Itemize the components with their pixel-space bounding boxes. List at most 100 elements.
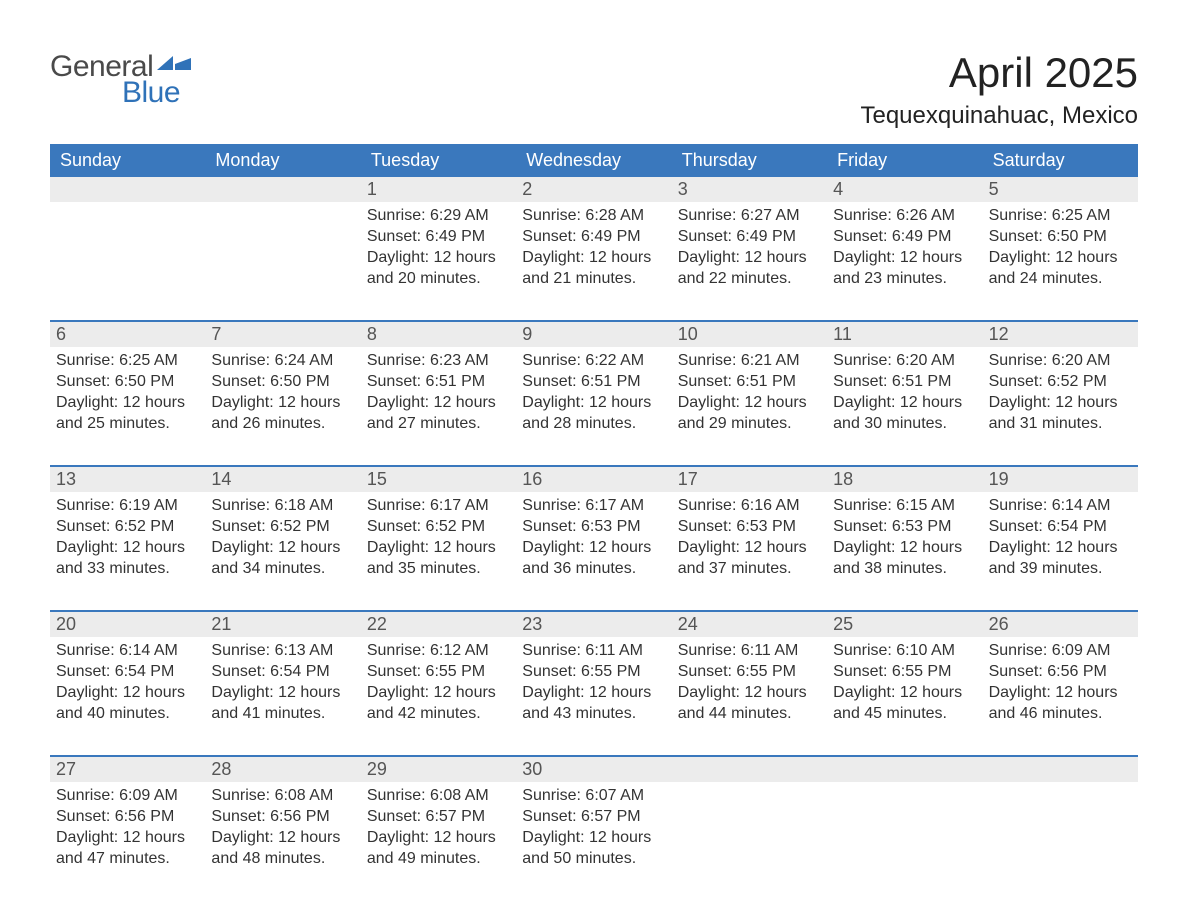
day-cell: Sunrise: 6:20 AMSunset: 6:51 PMDaylight:… (827, 347, 982, 447)
sunrise-line: Sunrise: 6:25 AM (989, 206, 1132, 227)
week-separator (50, 302, 1138, 320)
sunset-line: Sunset: 6:53 PM (522, 517, 665, 538)
title-block: April 2025 Tequexquinahuac, Mexico (860, 50, 1138, 130)
sunrise-line: Sunrise: 6:12 AM (367, 641, 510, 662)
day-number: 17 (672, 467, 827, 492)
location-label: Tequexquinahuac, Mexico (860, 102, 1138, 130)
week-separator (50, 447, 1138, 465)
day-cell: Sunrise: 6:13 AMSunset: 6:54 PMDaylight:… (205, 637, 360, 737)
day-number: 30 (516, 757, 671, 782)
daylight-line: Daylight: 12 hours and 21 minutes. (522, 248, 665, 290)
day-number-row: 20212223242526 (50, 612, 1138, 637)
day-number: 3 (672, 177, 827, 202)
daylight-line: Daylight: 12 hours and 42 minutes. (367, 683, 510, 725)
day-number: 21 (205, 612, 360, 637)
sunset-line: Sunset: 6:49 PM (367, 227, 510, 248)
sunset-line: Sunset: 6:49 PM (678, 227, 821, 248)
weekday-label: Saturday (983, 144, 1138, 177)
sunrise-line: Sunrise: 6:20 AM (833, 351, 976, 372)
sunrise-line: Sunrise: 6:27 AM (678, 206, 821, 227)
day-number: 1 (361, 177, 516, 202)
daylight-line: Daylight: 12 hours and 26 minutes. (211, 393, 354, 435)
day-cell: Sunrise: 6:08 AMSunset: 6:56 PMDaylight:… (205, 782, 360, 882)
day-cell (827, 782, 982, 882)
day-number: 11 (827, 322, 982, 347)
day-cell: Sunrise: 6:19 AMSunset: 6:52 PMDaylight:… (50, 492, 205, 592)
day-cell (50, 202, 205, 302)
weeks-container: 12345Sunrise: 6:29 AMSunset: 6:49 PMDayl… (50, 177, 1138, 882)
day-cell: Sunrise: 6:09 AMSunset: 6:56 PMDaylight:… (983, 637, 1138, 737)
day-number: 23 (516, 612, 671, 637)
sunset-line: Sunset: 6:54 PM (989, 517, 1132, 538)
calendar: SundayMondayTuesdayWednesdayThursdayFrid… (50, 144, 1138, 882)
day-number-row: 12345 (50, 177, 1138, 202)
day-cell: Sunrise: 6:28 AMSunset: 6:49 PMDaylight:… (516, 202, 671, 302)
daylight-line: Daylight: 12 hours and 50 minutes. (522, 828, 665, 870)
daylight-line: Daylight: 12 hours and 23 minutes. (833, 248, 976, 290)
daylight-line: Daylight: 12 hours and 30 minutes. (833, 393, 976, 435)
day-number: 4 (827, 177, 982, 202)
daylight-line: Daylight: 12 hours and 33 minutes. (56, 538, 199, 580)
day-cell (983, 782, 1138, 882)
day-body-row: Sunrise: 6:14 AMSunset: 6:54 PMDaylight:… (50, 637, 1138, 737)
day-cell: Sunrise: 6:18 AMSunset: 6:52 PMDaylight:… (205, 492, 360, 592)
sunrise-line: Sunrise: 6:18 AM (211, 496, 354, 517)
daylight-line: Daylight: 12 hours and 24 minutes. (989, 248, 1132, 290)
sunrise-line: Sunrise: 6:07 AM (522, 786, 665, 807)
day-number: 9 (516, 322, 671, 347)
day-cell: Sunrise: 6:11 AMSunset: 6:55 PMDaylight:… (672, 637, 827, 737)
sunrise-line: Sunrise: 6:23 AM (367, 351, 510, 372)
day-number: 10 (672, 322, 827, 347)
day-body-row: Sunrise: 6:25 AMSunset: 6:50 PMDaylight:… (50, 347, 1138, 447)
day-number: 18 (827, 467, 982, 492)
sunset-line: Sunset: 6:56 PM (56, 807, 199, 828)
day-cell: Sunrise: 6:26 AMSunset: 6:49 PMDaylight:… (827, 202, 982, 302)
sunset-line: Sunset: 6:53 PM (678, 517, 821, 538)
day-cell: Sunrise: 6:17 AMSunset: 6:53 PMDaylight:… (516, 492, 671, 592)
sunrise-line: Sunrise: 6:08 AM (367, 786, 510, 807)
logo-word-blue: Blue (122, 76, 191, 110)
day-cell: Sunrise: 6:17 AMSunset: 6:52 PMDaylight:… (361, 492, 516, 592)
daylight-line: Daylight: 12 hours and 28 minutes. (522, 393, 665, 435)
sunrise-line: Sunrise: 6:16 AM (678, 496, 821, 517)
sunset-line: Sunset: 6:52 PM (56, 517, 199, 538)
sunset-line: Sunset: 6:55 PM (522, 662, 665, 683)
daylight-line: Daylight: 12 hours and 38 minutes. (833, 538, 976, 580)
day-number (827, 757, 982, 782)
sunrise-line: Sunrise: 6:20 AM (989, 351, 1132, 372)
day-number: 16 (516, 467, 671, 492)
day-body-row: Sunrise: 6:29 AMSunset: 6:49 PMDaylight:… (50, 202, 1138, 302)
day-cell: Sunrise: 6:22 AMSunset: 6:51 PMDaylight:… (516, 347, 671, 447)
sunset-line: Sunset: 6:52 PM (989, 372, 1132, 393)
day-number: 12 (983, 322, 1138, 347)
daylight-line: Daylight: 12 hours and 43 minutes. (522, 683, 665, 725)
day-cell: Sunrise: 6:27 AMSunset: 6:49 PMDaylight:… (672, 202, 827, 302)
sunset-line: Sunset: 6:51 PM (522, 372, 665, 393)
sunrise-line: Sunrise: 6:08 AM (211, 786, 354, 807)
weekday-label: Tuesday (361, 144, 516, 177)
day-cell: Sunrise: 6:16 AMSunset: 6:53 PMDaylight:… (672, 492, 827, 592)
daylight-line: Daylight: 12 hours and 45 minutes. (833, 683, 976, 725)
sunset-line: Sunset: 6:56 PM (989, 662, 1132, 683)
sunrise-line: Sunrise: 6:10 AM (833, 641, 976, 662)
day-number: 29 (361, 757, 516, 782)
day-cell: Sunrise: 6:14 AMSunset: 6:54 PMDaylight:… (50, 637, 205, 737)
sunrise-line: Sunrise: 6:17 AM (367, 496, 510, 517)
sunset-line: Sunset: 6:51 PM (367, 372, 510, 393)
sunset-line: Sunset: 6:50 PM (211, 372, 354, 393)
daylight-line: Daylight: 12 hours and 27 minutes. (367, 393, 510, 435)
day-number: 24 (672, 612, 827, 637)
daylight-line: Daylight: 12 hours and 37 minutes. (678, 538, 821, 580)
day-number-row: 27282930 (50, 757, 1138, 782)
sunset-line: Sunset: 6:50 PM (989, 227, 1132, 248)
day-number: 13 (50, 467, 205, 492)
daylight-line: Daylight: 12 hours and 34 minutes. (211, 538, 354, 580)
day-number (983, 757, 1138, 782)
day-cell: Sunrise: 6:24 AMSunset: 6:50 PMDaylight:… (205, 347, 360, 447)
day-cell: Sunrise: 6:12 AMSunset: 6:55 PMDaylight:… (361, 637, 516, 737)
sunrise-line: Sunrise: 6:15 AM (833, 496, 976, 517)
day-cell: Sunrise: 6:10 AMSunset: 6:55 PMDaylight:… (827, 637, 982, 737)
sunset-line: Sunset: 6:57 PM (367, 807, 510, 828)
daylight-line: Daylight: 12 hours and 44 minutes. (678, 683, 821, 725)
sunrise-line: Sunrise: 6:22 AM (522, 351, 665, 372)
